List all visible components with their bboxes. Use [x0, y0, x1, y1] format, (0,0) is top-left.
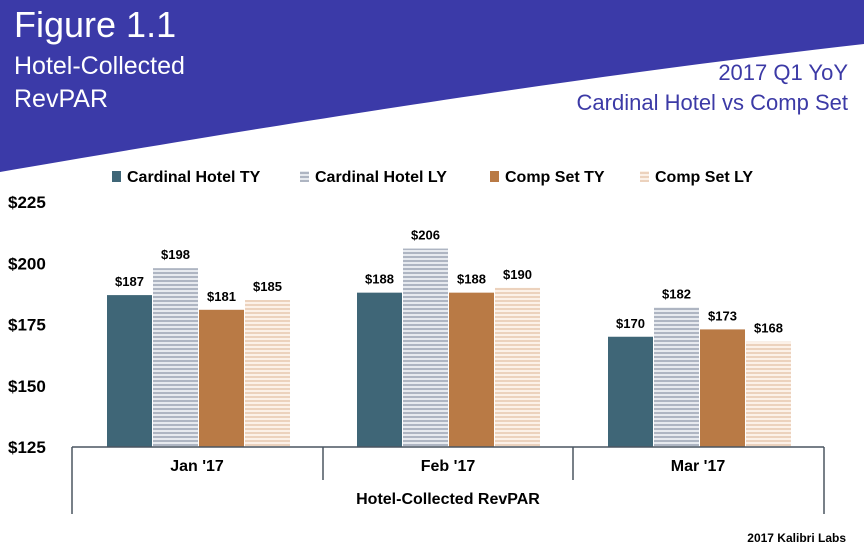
legend-label: Cardinal Hotel LY — [315, 169, 447, 186]
bar — [608, 336, 653, 447]
bar-value-label: $173 — [708, 308, 737, 323]
x-tick-label: Feb '17 — [421, 458, 476, 475]
figure-title: Figure 1.1 — [14, 4, 177, 45]
x-axis: Jan '17 Feb '17 Mar '17 Hotel-Collected Rev… — [71, 446, 825, 514]
bar — [403, 248, 448, 447]
bar-value-label: $198 — [161, 247, 190, 262]
legend-swatch — [640, 171, 649, 182]
chart-legend: Cardinal Hotel TY Cardinal Hotel LY Comp S… — [112, 169, 753, 186]
bar — [495, 287, 540, 447]
bar-value-label: $168 — [754, 321, 783, 336]
x-tick-label: Mar '17 — [671, 458, 726, 475]
bar-value-label: $170 — [616, 316, 645, 331]
bar — [700, 329, 745, 447]
legend-swatch — [490, 171, 499, 182]
bar-value-label: $185 — [253, 279, 282, 294]
y-tick-label: $200 — [8, 254, 46, 273]
legend-swatch — [300, 171, 309, 182]
bar — [449, 292, 494, 447]
bar — [746, 341, 791, 447]
bar-value-label: $181 — [207, 289, 236, 304]
figure-subtitle-line2: RevPAR — [14, 85, 109, 113]
bar — [199, 309, 244, 447]
bar-value-label: $190 — [503, 267, 532, 282]
y-tick-label: $125 — [8, 438, 46, 457]
comparison-period: 2017 Q1 YoY — [718, 60, 848, 85]
x-axis-title: Hotel-Collected RevPAR — [356, 491, 540, 508]
source-credit: 2017 Kalibri Labs — [747, 531, 846, 545]
y-tick-label: $175 — [8, 316, 46, 335]
bar — [245, 300, 290, 447]
comparison-description: Cardinal Hotel vs Comp Set — [576, 90, 848, 115]
bar-value-label: $182 — [662, 286, 691, 301]
x-tick-label: Jan '17 — [170, 458, 224, 475]
y-tick-label: $150 — [8, 377, 46, 396]
bar-value-label: $206 — [411, 228, 440, 243]
legend-label: Comp Set LY — [655, 169, 753, 186]
bar — [357, 292, 402, 447]
y-tick-label: $225 — [8, 193, 46, 212]
bar-value-label: $188 — [365, 272, 394, 287]
y-axis: $125 $150 $175 $200 $225 — [8, 193, 46, 457]
header-band — [0, 0, 864, 172]
legend-label: Comp Set TY — [505, 169, 605, 186]
bar-value-label: $187 — [115, 274, 144, 289]
bar-value-label: $188 — [457, 272, 486, 287]
legend-label: Cardinal Hotel TY — [127, 169, 261, 186]
legend-swatch — [112, 171, 121, 182]
bar — [153, 268, 198, 447]
bar — [654, 307, 699, 447]
figure-subtitle-line1: Hotel-Collected — [14, 52, 185, 80]
bar-layer: $187 $198 $181 $185 $188 $206 $188 $190 $170 $182… — [107, 228, 791, 447]
bar — [107, 295, 152, 447]
